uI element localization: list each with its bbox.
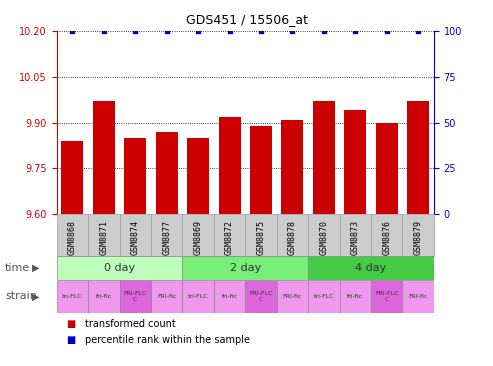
Text: 0 day: 0 day <box>104 263 135 273</box>
Text: GSM8871: GSM8871 <box>99 220 108 255</box>
Bar <box>407 101 429 214</box>
Bar <box>308 256 434 280</box>
Text: GSM8876: GSM8876 <box>382 220 391 255</box>
Text: strain: strain <box>5 291 37 302</box>
Bar <box>57 256 182 280</box>
Text: transformed count: transformed count <box>85 319 176 329</box>
Bar <box>402 280 434 313</box>
Text: GSM8873: GSM8873 <box>351 220 360 255</box>
Bar <box>88 214 119 256</box>
Text: GSM8870: GSM8870 <box>319 220 328 255</box>
Bar <box>277 214 308 256</box>
Text: 4 day: 4 day <box>355 263 387 273</box>
Text: ▶: ▶ <box>32 291 39 302</box>
Bar <box>308 280 340 313</box>
Text: GDS451 / 15506_at: GDS451 / 15506_at <box>185 13 308 26</box>
Bar <box>214 214 246 256</box>
Bar <box>119 280 151 313</box>
Bar <box>214 280 245 313</box>
Text: fri-flc: fri-flc <box>347 294 363 299</box>
Bar <box>277 280 308 313</box>
Text: FRI-FLC
C: FRI-FLC C <box>124 291 147 302</box>
Bar <box>151 280 182 313</box>
Bar <box>182 280 214 313</box>
Text: tri-FLC: tri-FLC <box>62 294 83 299</box>
Bar <box>182 214 214 256</box>
Bar <box>308 214 340 256</box>
Text: FRI-flc: FRI-flc <box>408 294 428 299</box>
Text: 2 day: 2 day <box>230 263 261 273</box>
Text: FRI-flc: FRI-flc <box>282 294 302 299</box>
Bar <box>119 214 151 256</box>
Bar <box>371 280 402 313</box>
Text: percentile rank within the sample: percentile rank within the sample <box>85 335 250 346</box>
Text: GSM8872: GSM8872 <box>225 220 234 255</box>
Bar <box>340 214 371 256</box>
Bar <box>282 120 303 214</box>
Text: GSM8874: GSM8874 <box>131 220 140 255</box>
Bar <box>376 123 398 214</box>
Bar <box>340 280 371 313</box>
Text: tri-FLC: tri-FLC <box>314 294 334 299</box>
Bar <box>187 138 209 214</box>
Bar <box>57 214 88 256</box>
Bar <box>250 126 272 214</box>
Bar <box>57 280 88 313</box>
Text: ▶: ▶ <box>32 263 39 273</box>
Bar <box>402 214 434 256</box>
Bar <box>62 141 83 214</box>
Text: FRI-FLC
C: FRI-FLC C <box>375 291 398 302</box>
Text: GSM8879: GSM8879 <box>414 220 423 255</box>
Text: tri-FLC: tri-FLC <box>188 294 209 299</box>
Text: FRI-flc: FRI-flc <box>157 294 176 299</box>
Text: GSM8868: GSM8868 <box>68 220 77 255</box>
Bar <box>371 214 402 256</box>
Text: fri-flc: fri-flc <box>96 294 112 299</box>
Text: GSM8869: GSM8869 <box>194 220 203 255</box>
Bar <box>156 132 177 214</box>
Text: GSM8877: GSM8877 <box>162 220 171 255</box>
Text: fri-flc: fri-flc <box>221 294 238 299</box>
Text: FRI-FLC
C: FRI-FLC C <box>249 291 273 302</box>
Bar <box>245 280 277 313</box>
Bar <box>151 214 182 256</box>
Text: ■: ■ <box>67 335 76 346</box>
Bar <box>88 280 119 313</box>
Bar <box>218 116 241 214</box>
Text: ■: ■ <box>67 319 76 329</box>
Bar <box>124 138 146 214</box>
Text: time: time <box>5 263 30 273</box>
Bar <box>182 256 308 280</box>
Bar <box>313 101 335 214</box>
Bar <box>344 111 366 214</box>
Text: GSM8878: GSM8878 <box>288 220 297 255</box>
Text: GSM8875: GSM8875 <box>256 220 266 255</box>
Bar <box>245 214 277 256</box>
Bar <box>93 101 115 214</box>
